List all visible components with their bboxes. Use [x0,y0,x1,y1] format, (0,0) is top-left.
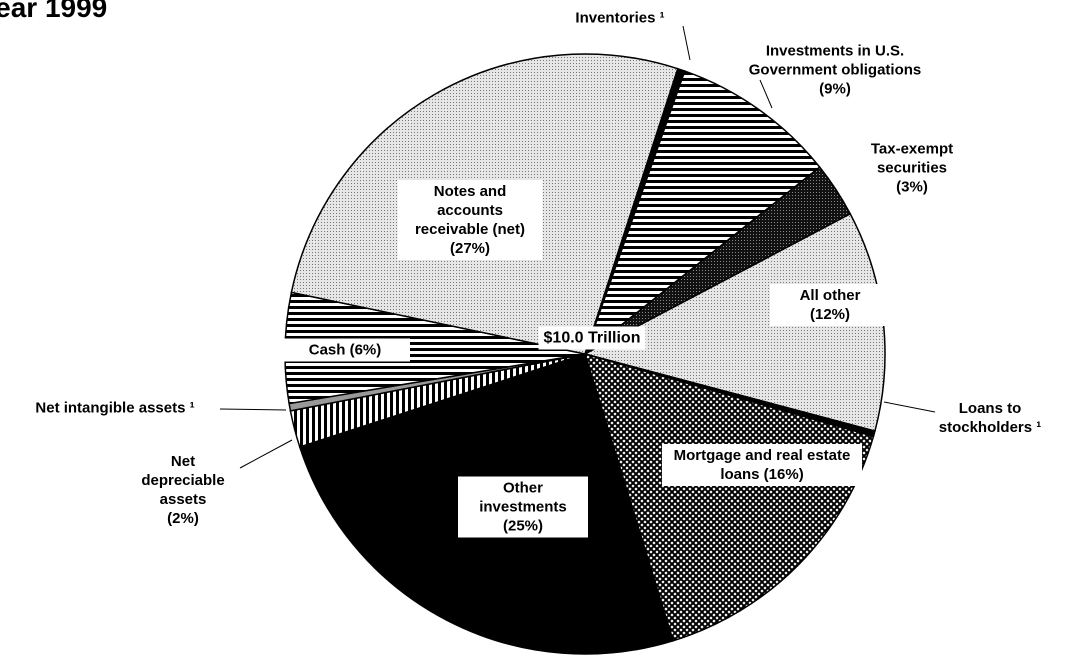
center-label: $10.0 Trillion [538,326,646,350]
leader-line [883,401,936,413]
slice-label: Loans to stockholders ¹ [930,399,1050,437]
slice-name: Notes and accounts receivable (net) [414,183,526,238]
slice-label: All other (12%) [770,284,890,326]
slice-value: (2%) [167,510,199,527]
slice-name: Net depreciable assets [141,453,225,508]
slice-label: Tax-exempt securities (3%) [857,140,967,197]
slice-label: Net intangible assets ¹ [5,399,225,418]
slice-name: All other [799,287,861,304]
slice-value: (16%) [763,466,804,483]
slice-value: (6%) [349,341,382,359]
leader-lines [219,25,936,469]
slice-label: Mortgage and real estate loans (16%) [662,444,862,486]
slice-name: Cash [308,341,346,359]
slice-name: Net intangible assets ¹ [35,399,195,417]
leader-line [239,439,293,469]
slice-value: (25%) [502,517,543,535]
slice-label: Investments in U.S. Government obligatio… [745,42,925,99]
slice-value: (12%) [809,306,850,323]
slice-value: (9%) [819,80,851,98]
slice-label: Inventories ¹ [550,9,690,28]
pie-slice [583,70,821,357]
slice-name: Other investments [479,479,567,516]
slice-value: (27%) [449,240,490,257]
pie-slice [583,352,875,642]
slice-label: Cash (6%) [280,338,410,362]
slice-label: Notes and accounts receivable (net) (27%… [397,180,543,260]
slice-name: Loans to stockholders ¹ [938,400,1042,436]
slice-name: Inventories ¹ [575,9,665,27]
leader-line [219,408,287,411]
leader-line [682,25,691,61]
slice-value: (3%) [896,178,928,196]
slice-label: Other investments (25%) [458,476,588,538]
slice-name: Mortgage and real estate loans [673,447,851,483]
chart-title: Year 1999 [0,0,108,23]
slice-label: Net depreciable assets (2%) [128,452,238,528]
slice-name: Tax-exempt securities [870,140,954,177]
slice-name: Investments in U.S. Government obligatio… [748,42,922,79]
leader-line [759,79,773,109]
